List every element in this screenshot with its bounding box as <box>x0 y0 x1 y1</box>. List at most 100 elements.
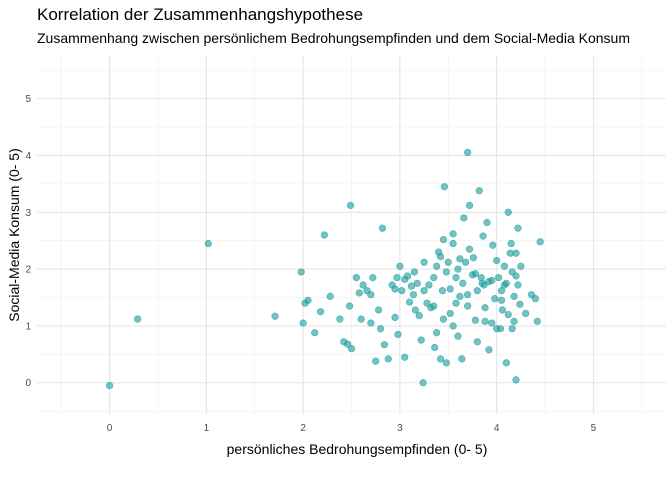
data-point <box>512 249 520 257</box>
data-point <box>326 292 334 300</box>
data-point <box>497 287 506 295</box>
grid-major <box>37 56 666 414</box>
data-point <box>504 310 512 319</box>
grid-minor <box>37 56 666 414</box>
data-point <box>494 274 503 282</box>
data-point <box>475 187 483 195</box>
data-point <box>442 359 450 367</box>
data-point <box>488 276 496 285</box>
data-point <box>500 281 508 289</box>
data-point <box>374 306 383 314</box>
x-tick-label: 1 <box>204 423 210 434</box>
data-point <box>510 317 518 325</box>
data-point <box>425 281 433 289</box>
y-tick-label: 5 <box>25 94 31 105</box>
data-point <box>347 345 356 353</box>
data-point <box>391 313 399 321</box>
data-point <box>508 325 516 333</box>
data-point <box>471 316 479 324</box>
data-point <box>394 330 402 339</box>
data-point <box>456 292 464 300</box>
data-point <box>531 295 539 303</box>
data-point <box>473 338 481 346</box>
x-tick-label: 3 <box>397 423 403 434</box>
data-point <box>533 317 541 325</box>
data-point <box>336 315 344 323</box>
data-point <box>514 281 522 289</box>
data-point <box>504 208 512 216</box>
x-tick-label: 0 <box>107 423 113 434</box>
data-point <box>420 258 428 266</box>
x-tick-label: 5 <box>591 423 597 434</box>
data-point <box>514 224 522 232</box>
data-point <box>405 298 414 306</box>
data-point <box>462 258 470 266</box>
data-point <box>320 231 329 239</box>
data-point <box>352 274 360 282</box>
data-point <box>316 308 325 316</box>
data-point <box>411 306 419 314</box>
data-point <box>436 355 445 363</box>
data-point <box>105 381 114 390</box>
data-point <box>512 376 520 384</box>
x-axis-title: persönliches Bedrohungsempfinden (0- 5) <box>227 441 488 457</box>
chart-title: Korrelation der Zusammenhangshypothese <box>37 5 364 24</box>
data-point <box>440 183 448 191</box>
data-point <box>460 214 468 222</box>
data-point <box>497 296 506 304</box>
data-point <box>398 287 406 295</box>
x-tick-labels: 0 1 2 3 4 5 <box>107 423 597 434</box>
data-point <box>510 292 518 300</box>
data-point <box>384 355 392 363</box>
data-point <box>522 309 530 318</box>
data-point <box>380 341 389 349</box>
y-tick-labels: 0 1 2 3 4 5 <box>25 94 31 389</box>
data-point <box>536 238 544 246</box>
data-point <box>419 379 427 387</box>
chart-subtitle: Zusammenhang zwischen persönlichem Bedro… <box>37 30 630 46</box>
data-point <box>204 239 212 248</box>
data-point <box>479 232 487 240</box>
data-point <box>459 279 467 287</box>
data-point <box>471 270 479 278</box>
data-point <box>444 258 452 266</box>
data-point <box>517 262 525 270</box>
data-point <box>345 302 354 310</box>
y-axis-title: Social-Media Konsum (0- 5) <box>6 148 22 322</box>
data-point <box>489 241 497 249</box>
data-point <box>367 291 375 299</box>
data-point <box>299 319 307 327</box>
data-point <box>454 332 462 340</box>
data-point <box>367 319 375 327</box>
data-point <box>449 239 457 248</box>
data-point <box>433 329 441 337</box>
data-point <box>430 302 438 310</box>
data-point <box>516 300 524 308</box>
data-point <box>498 306 507 314</box>
data-point <box>396 262 404 270</box>
data-point <box>439 315 448 323</box>
data-point <box>438 287 447 295</box>
data-point <box>391 285 399 293</box>
data-point <box>357 315 365 323</box>
data-point <box>481 304 489 312</box>
data-point <box>369 274 377 282</box>
y-tick-label: 0 <box>25 378 31 389</box>
data-point <box>410 268 419 276</box>
data-point <box>446 285 454 293</box>
data-point <box>493 256 501 265</box>
data-point <box>271 312 279 320</box>
data-point <box>493 325 501 333</box>
data-point <box>464 302 472 310</box>
data-point <box>359 281 367 289</box>
data-point <box>401 353 409 361</box>
data-point <box>478 279 486 287</box>
data-point <box>413 279 421 287</box>
data-point <box>507 239 515 248</box>
data-point <box>454 265 462 273</box>
data-points <box>105 149 544 390</box>
data-point <box>465 201 474 210</box>
data-point <box>452 299 460 307</box>
data-point <box>355 289 363 297</box>
